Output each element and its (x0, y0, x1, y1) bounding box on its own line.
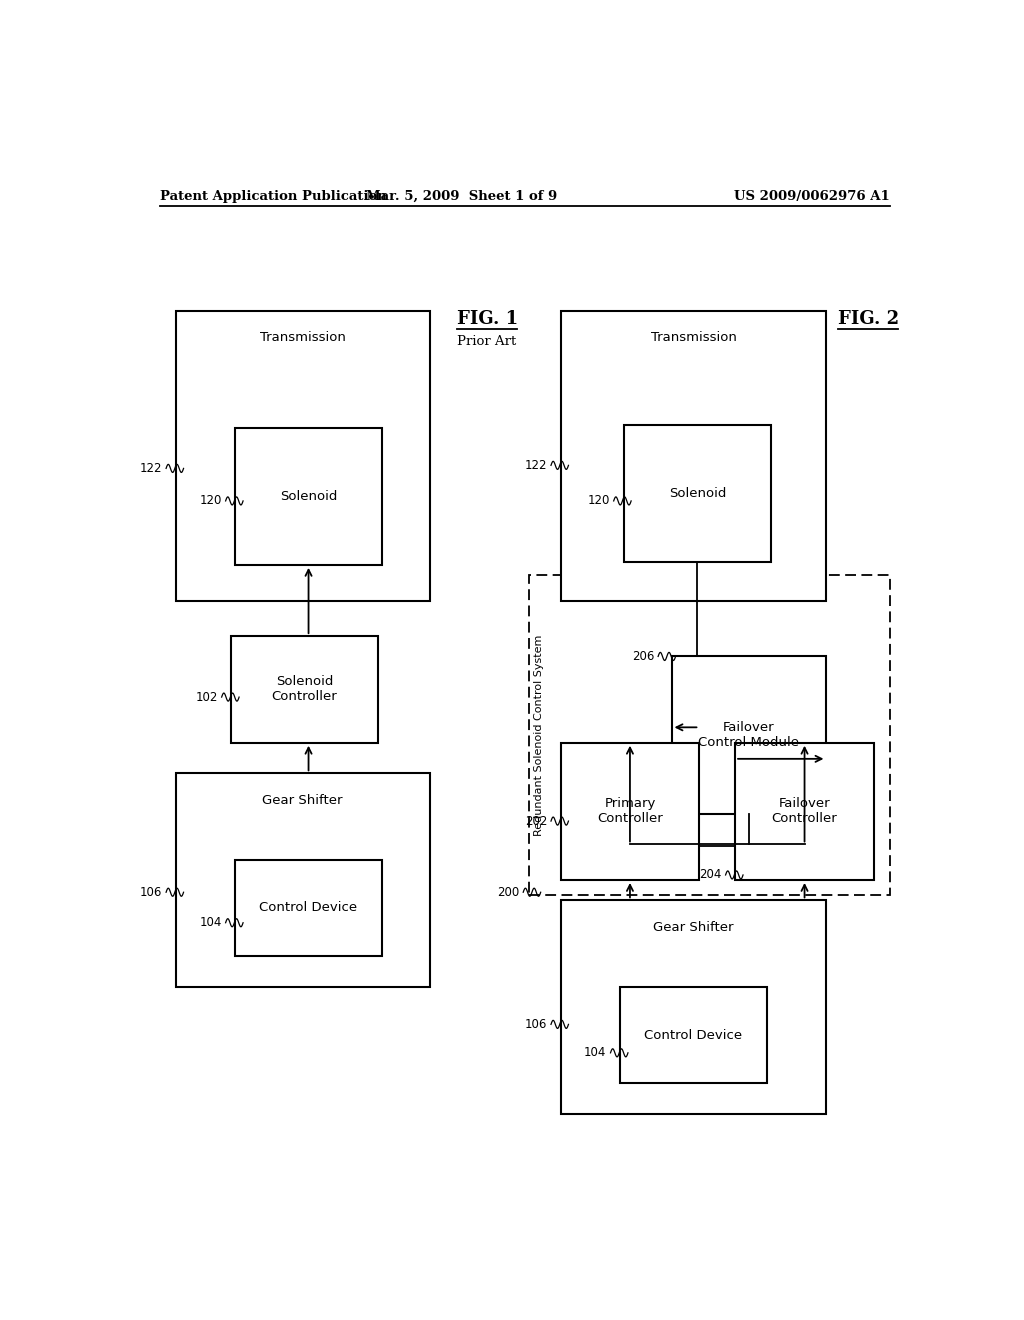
Text: 120: 120 (588, 495, 609, 507)
Text: Solenoid: Solenoid (669, 487, 726, 500)
Text: 106: 106 (524, 1018, 547, 1031)
Bar (236, 859, 382, 956)
Text: FIG. 1: FIG. 1 (458, 310, 518, 327)
Bar (620, 987, 767, 1084)
Text: Failover
Controller: Failover Controller (772, 797, 838, 825)
Bar (735, 743, 873, 880)
Text: Redundant Solenoid Control System: Redundant Solenoid Control System (535, 635, 544, 836)
Text: 202: 202 (524, 814, 547, 828)
Text: Gear Shifter: Gear Shifter (653, 921, 733, 933)
Text: Transmission: Transmission (260, 331, 345, 345)
Text: Solenoid: Solenoid (280, 490, 337, 503)
Text: Gear Shifter: Gear Shifter (262, 793, 343, 807)
Text: 102: 102 (196, 690, 218, 704)
Bar (231, 636, 378, 743)
Bar (560, 900, 826, 1114)
Text: Control Device: Control Device (644, 1028, 742, 1041)
Text: 122: 122 (139, 462, 162, 475)
Bar (560, 312, 826, 601)
Text: 104: 104 (584, 1047, 606, 1060)
Text: Control Device: Control Device (259, 902, 357, 915)
Bar (176, 312, 430, 601)
Text: 204: 204 (699, 869, 722, 882)
Text: 120: 120 (200, 495, 221, 507)
Text: 104: 104 (200, 916, 221, 929)
Text: 206: 206 (632, 649, 654, 663)
Text: Solenoid
Controller: Solenoid Controller (271, 676, 338, 704)
Text: Prior Art: Prior Art (458, 335, 516, 348)
Text: Mar. 5, 2009  Sheet 1 of 9: Mar. 5, 2009 Sheet 1 of 9 (366, 190, 557, 202)
Bar (236, 428, 382, 565)
Bar (624, 425, 771, 562)
Text: 200: 200 (497, 886, 519, 899)
Bar (528, 576, 890, 895)
Text: Primary
Controller: Primary Controller (597, 797, 663, 825)
Text: FIG. 2: FIG. 2 (839, 310, 899, 327)
Bar (176, 774, 430, 987)
Text: 122: 122 (524, 459, 547, 471)
Text: Patent Application Publication: Patent Application Publication (160, 190, 386, 202)
Bar (560, 743, 699, 880)
Text: 106: 106 (139, 886, 162, 899)
Text: Transmission: Transmission (650, 331, 736, 345)
Text: US 2009/0062976 A1: US 2009/0062976 A1 (734, 190, 890, 202)
Text: Failover
Control Module: Failover Control Module (698, 721, 800, 750)
Bar (672, 656, 826, 814)
